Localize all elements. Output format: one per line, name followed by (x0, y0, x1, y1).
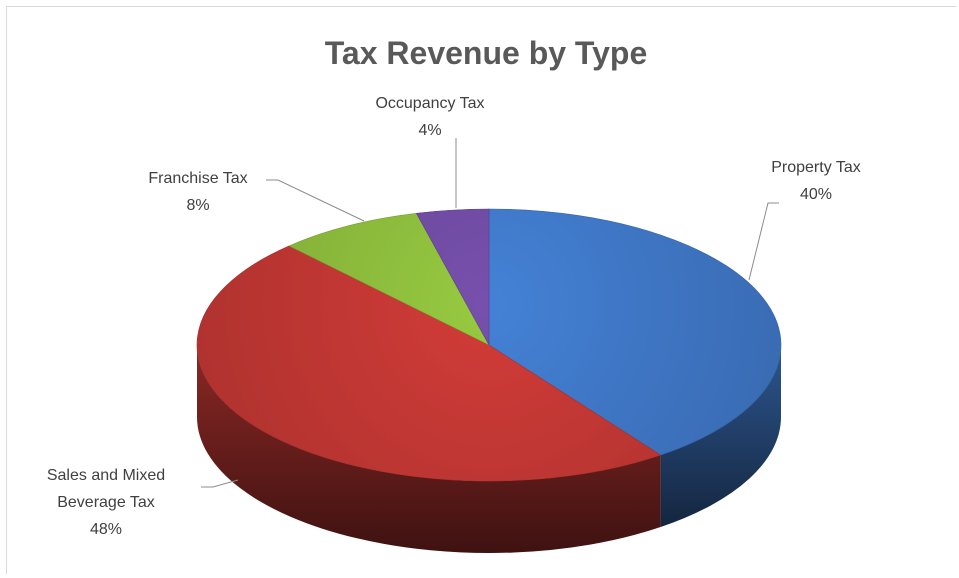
slice-percent: 8% (186, 197, 209, 214)
leader-lines (201, 138, 779, 488)
slice-name: Sales and Mixed (47, 467, 165, 484)
slice-percent: 4% (418, 122, 441, 139)
slice-label-property-tax: Property Tax 40% (771, 159, 861, 203)
slice-label-sales-and-mixed-beverage-tax: Sales and Mixed Beverage Tax 48% (47, 467, 165, 538)
slice-occupancy-tax (415, 208, 490, 346)
pie-side-walls (197, 345, 781, 553)
slice-label-franchise-tax: Franchise Tax 8% (148, 170, 247, 214)
slice-name: Property Tax (771, 159, 861, 176)
leader-line-sales-and-mixed-beverage-tax (201, 479, 239, 488)
leader-line-property-tax (748, 202, 779, 281)
slice-sales-and-mixed-beverage-tax (196, 245, 662, 482)
slice-percent: 48% (90, 521, 122, 538)
slice-name: Franchise Tax (148, 170, 247, 187)
chart-title: Tax Revenue by Type (325, 35, 647, 71)
slice-franchise-tax (288, 212, 490, 346)
slice-name: Occupancy Tax (375, 95, 484, 112)
slice-label-occupancy-tax: Occupancy Tax 4% (375, 95, 484, 139)
slice-labels: Property Tax 40% Sales and Mixed Beverage T… (47, 95, 861, 538)
slice-name: Beverage Tax (57, 494, 155, 511)
side-wall-sales-and-mixed-beverage-tax (197, 345, 661, 553)
slice-percent: 40% (800, 186, 832, 203)
side-wall-property-tax (660, 345, 781, 528)
pie-slices (196, 208, 782, 482)
leader-line-franchise-tax (266, 179, 365, 222)
slice-property-tax (488, 208, 782, 456)
